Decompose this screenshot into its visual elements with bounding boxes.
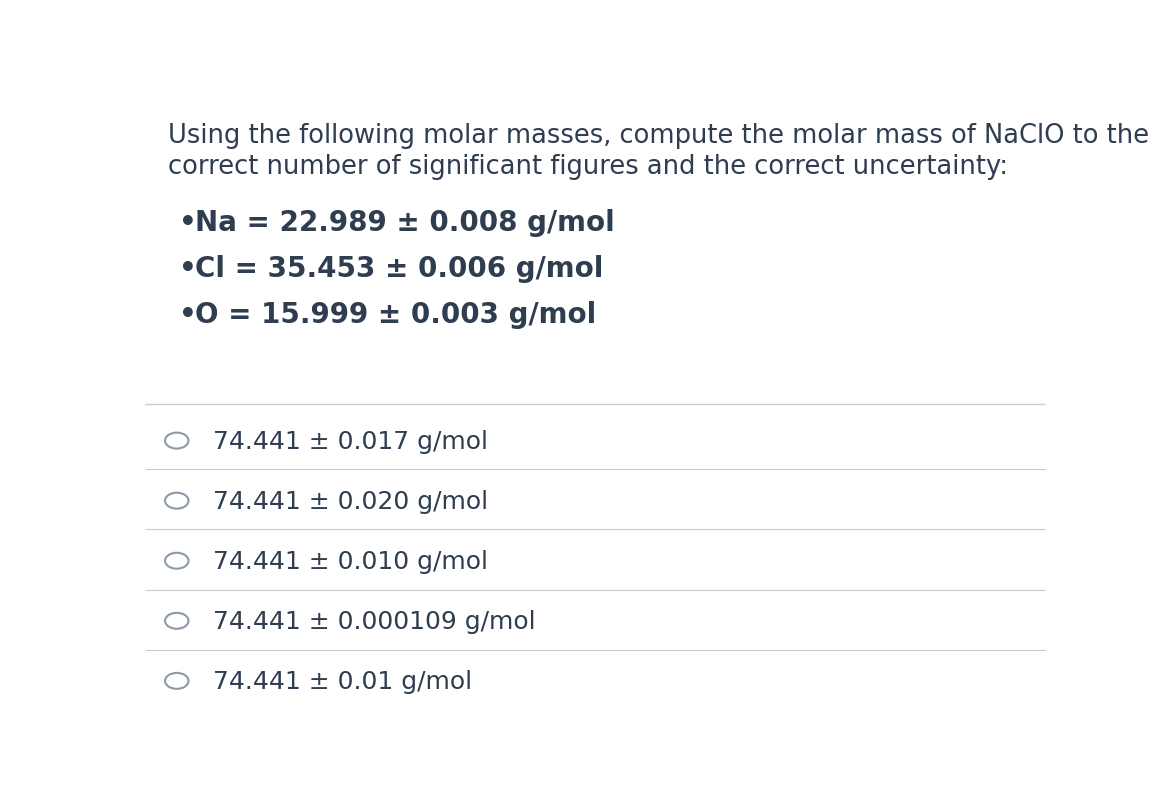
- Text: correct number of significant figures and the correct uncertainty:: correct number of significant figures an…: [167, 154, 1007, 180]
- Text: 74.441 ± 0.01 g/mol: 74.441 ± 0.01 g/mol: [213, 669, 472, 694]
- Text: Using the following molar masses, compute the molar mass of NaClO to the: Using the following molar masses, comput…: [167, 123, 1149, 149]
- Text: 74.441 ± 0.020 g/mol: 74.441 ± 0.020 g/mol: [213, 490, 488, 513]
- Text: 74.441 ± 0.017 g/mol: 74.441 ± 0.017 g/mol: [213, 430, 488, 454]
- Text: Cl = 35.453 ± 0.006 g/mol: Cl = 35.453 ± 0.006 g/mol: [195, 255, 603, 283]
- Text: •: •: [179, 301, 198, 329]
- Text: 74.441 ± 0.000109 g/mol: 74.441 ± 0.000109 g/mol: [213, 610, 536, 634]
- Text: •: •: [179, 209, 198, 237]
- Text: Na = 22.989 ± 0.008 g/mol: Na = 22.989 ± 0.008 g/mol: [195, 209, 615, 237]
- Text: 74.441 ± 0.010 g/mol: 74.441 ± 0.010 g/mol: [213, 550, 488, 574]
- Text: O = 15.999 ± 0.003 g/mol: O = 15.999 ± 0.003 g/mol: [195, 301, 596, 329]
- Text: •: •: [179, 255, 198, 283]
